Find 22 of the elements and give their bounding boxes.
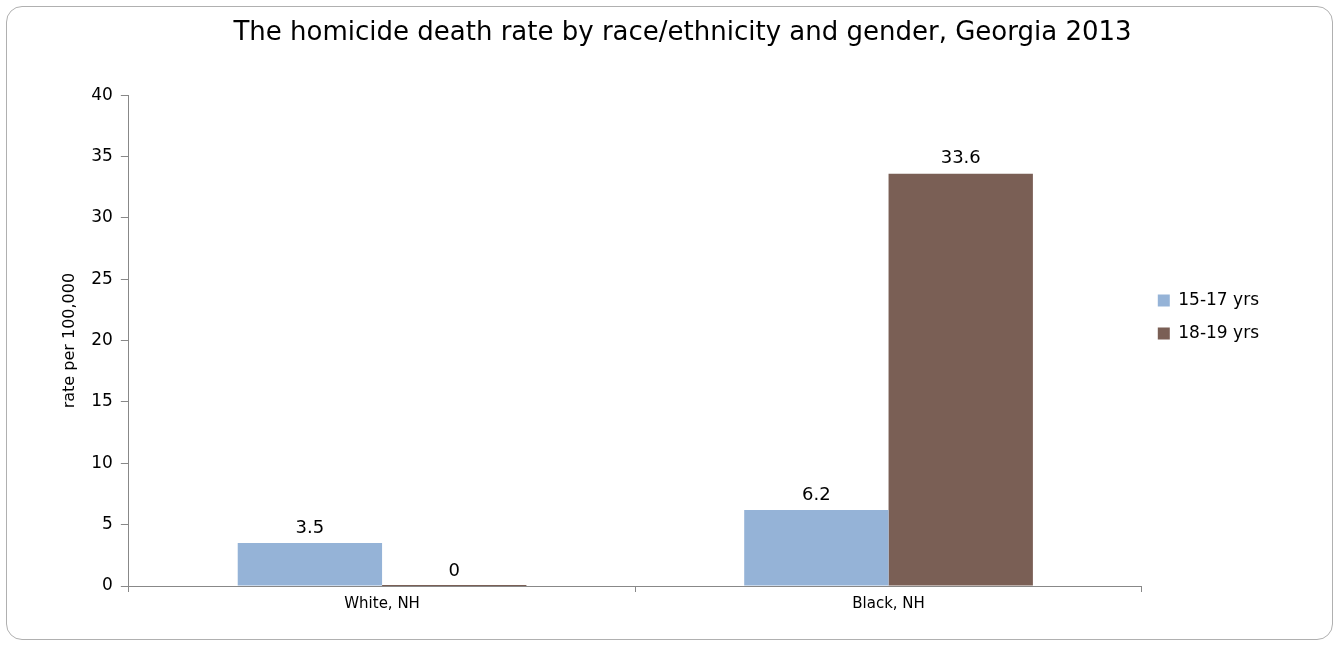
y-axis-title: rate per 100,000 [58, 272, 78, 409]
y-tick-label: 30 [91, 206, 113, 227]
x-tick-label: Black, NH [852, 593, 925, 612]
y-tick-label: 20 [91, 329, 113, 350]
data-label: 3.5 [295, 515, 325, 537]
y-tick-label: 10 [91, 451, 113, 472]
legend-label: 15-17 yrs [1178, 288, 1260, 309]
data-label: 6.2 [802, 482, 831, 504]
y-tick-label: 15 [91, 390, 113, 411]
x-tick-label: White, NH [344, 593, 420, 612]
data-label: 33.6 [940, 146, 981, 168]
y-tick-label: 0 [102, 574, 113, 595]
chart-title: The homicide death rate by race/ethnicity and gender, Georgia 2013 [232, 16, 1132, 47]
data-label: 0 [448, 558, 460, 580]
y-tick-label: 35 [91, 144, 113, 165]
y-tick-label: 25 [91, 267, 113, 288]
bar [237, 543, 383, 586]
bar [888, 173, 1033, 586]
legend-label: 18-19 yrs [1178, 321, 1260, 342]
y-tick-label: 5 [102, 513, 113, 534]
bar [744, 509, 889, 586]
y-tick-label: 40 [91, 83, 113, 104]
